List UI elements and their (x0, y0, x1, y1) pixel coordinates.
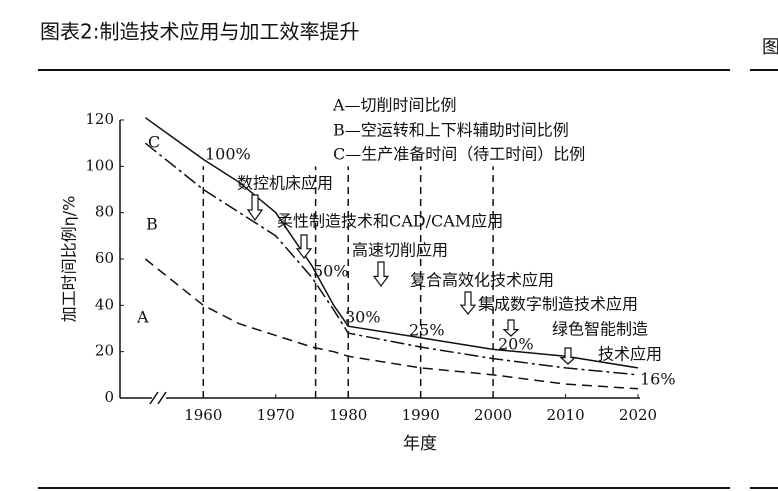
arrow (246, 194, 264, 222)
arrow (559, 347, 577, 365)
annotation: 30% (345, 308, 381, 327)
annotation: 50% (313, 262, 349, 281)
y-tick-label: 60 (95, 249, 114, 267)
annotation: 高速切削应用 (352, 241, 448, 260)
y-axis-label: 加工时间比例η/% (60, 196, 79, 323)
chart-title: 图表2:制造技术应用与加工效率提升 (40, 20, 359, 44)
annotation: 技术应用 (598, 345, 662, 364)
annotation: A (136, 308, 149, 327)
annotation: 绿色智能制造 (552, 320, 648, 339)
y-tick-label: 80 (95, 203, 114, 221)
side-text: 图 (762, 37, 778, 58)
x-tick-label: 1980 (329, 406, 367, 424)
arrow (459, 291, 477, 315)
x-tick-label: 1990 (402, 406, 440, 424)
annotation: B—空运转和上下料辅助时间比例 (333, 121, 569, 140)
y-tick-label: 100 (85, 156, 114, 174)
annotation: 集成数字制造技术应用 (478, 295, 638, 314)
annotation: 16% (640, 370, 676, 389)
annotation: 柔性制造技术和CAD/CAM应用 (277, 212, 503, 231)
y-tick-label: 40 (95, 295, 114, 313)
arrow (295, 234, 313, 259)
arrow (372, 261, 390, 288)
annotation: 20% (498, 335, 534, 354)
annotation: 数控机床应用 (237, 174, 333, 193)
x-tick-label: 1970 (257, 406, 295, 424)
series-line (144, 142, 639, 376)
arrow (502, 319, 520, 337)
axis-break (149, 391, 167, 405)
x-tick-label: 2020 (619, 406, 657, 424)
annotation: 100% (205, 145, 251, 164)
series-line (144, 258, 639, 390)
y-tick-label: 120 (85, 110, 114, 128)
annotation: C—生产准备时间（待工时间）比例 (333, 145, 585, 164)
annotation: B (146, 215, 158, 234)
x-tick-label: 1960 (184, 406, 222, 424)
series-line (144, 117, 639, 369)
annotation: A—切削时间比例 (332, 96, 457, 115)
y-tick-label: 0 (104, 388, 114, 406)
x-tick-label: 2000 (474, 406, 512, 424)
annotation: 复合高效化技术应用 (410, 271, 554, 290)
annotation: 25% (409, 321, 445, 340)
x-tick-label: 2010 (546, 406, 584, 424)
x-axis-label: 年度 (403, 434, 437, 454)
y-tick-label: 20 (95, 342, 114, 360)
annotation: C (148, 133, 160, 152)
